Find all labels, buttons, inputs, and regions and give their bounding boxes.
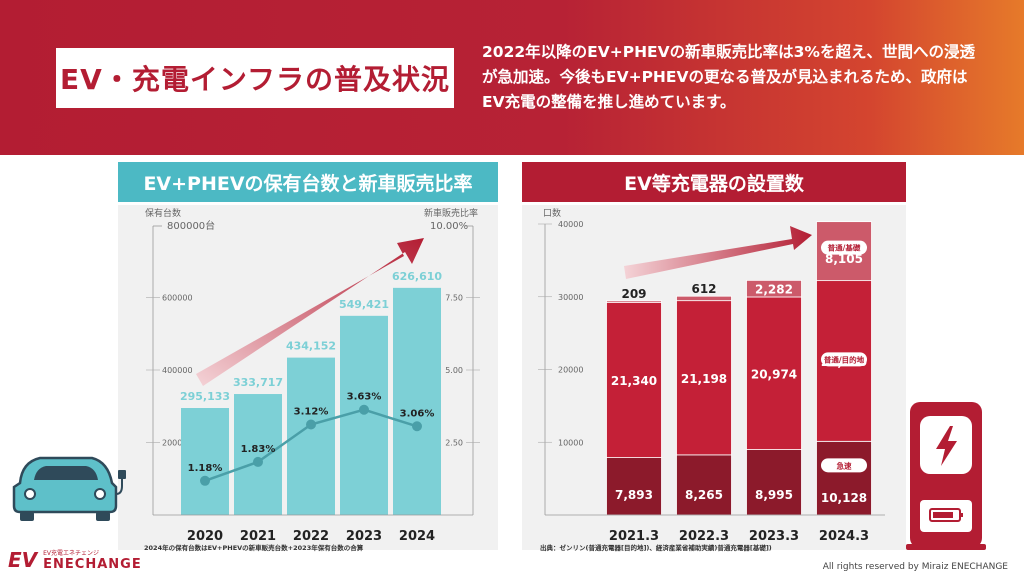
battery-level	[933, 512, 953, 518]
legend-basic-label: 普通/基礎	[828, 243, 861, 253]
share-label: 3.12%	[294, 407, 329, 418]
right-chart-y-tick-label: 30000	[558, 293, 583, 302]
rapid-charger-segment	[676, 454, 732, 516]
logo-mark: EV	[8, 548, 38, 572]
charger-value-label: 209	[621, 287, 646, 301]
charger-value-label: 10,128	[821, 491, 867, 505]
right-chart-y-axis-title: 口数	[543, 207, 561, 219]
left-y-tick-label: 200000	[162, 439, 193, 448]
holdings-bar	[181, 408, 229, 515]
charger-growth-arrow	[624, 226, 812, 279]
left-panel-title: EV+PHEVの保有台数と新車販売比率	[118, 162, 498, 202]
left-y-tick-label: 400000	[162, 366, 193, 375]
right-y-axis-title: 新車販売比率	[424, 207, 478, 219]
header-banner: EV・充電インフラの普及状況 2022年以降のEV+PHEVの新車販売比率は3%…	[0, 0, 1024, 155]
share-label: 3.06%	[400, 408, 435, 419]
car-wheel	[96, 512, 110, 521]
left-x-tick-label: 2020	[187, 529, 223, 544]
lightning-icon	[936, 426, 957, 466]
left-x-tick-label: 2021	[240, 529, 276, 544]
destination-charger-segment	[606, 301, 662, 458]
logo-name: ENECHANGE	[43, 557, 142, 572]
header-description: 2022年以降のEV+PHEVの新車販売比率は3%を超え、世間への浸透が急加速。…	[482, 43, 975, 111]
right-chart-y-tick-label: 40000	[558, 220, 583, 229]
left-y-axis-title: 保有台数	[145, 207, 181, 219]
share-label: 1.18%	[188, 463, 223, 474]
legend-destination-label: 普通/目的地	[824, 354, 865, 364]
right-x-tick-label: 2024.3	[819, 529, 869, 544]
holdings-bar	[234, 394, 282, 515]
logo-kana: EV充電エネチェンジ	[43, 550, 100, 557]
car-cable	[115, 478, 123, 495]
left-y-axis-max-label: 800000台	[167, 219, 215, 232]
battery-tip	[960, 513, 963, 517]
share-point	[412, 421, 422, 432]
left-x-tick-label: 2024	[399, 529, 435, 544]
destination-charger-segment	[746, 296, 802, 450]
basic-charger-segment	[676, 295, 732, 302]
car-headlight	[94, 488, 106, 500]
basic-charger-segment	[746, 279, 802, 298]
charger-value-label: 21,198	[681, 372, 727, 386]
rapid-charger-segment	[606, 457, 662, 516]
right-panel-title: EV等充電器の設置数	[522, 162, 906, 202]
left-x-tick-label: 2022	[293, 529, 329, 544]
right-x-tick-label: 2023.3	[749, 529, 799, 544]
holdings-bar-label: 295,133	[180, 390, 230, 403]
share-point	[306, 419, 316, 430]
title-box: EV・充電インフラの普及状況	[56, 48, 454, 108]
copyright-text: All rights reserved by Miraiz ENECHANGE	[822, 562, 1008, 572]
charger-value-label: 8,995	[755, 488, 793, 502]
holdings-bar-label: 626,610	[392, 270, 442, 283]
left-y-tick-label: 600000	[162, 294, 193, 303]
car-plug	[118, 470, 126, 479]
destination-charger-segment	[676, 300, 732, 456]
left-x-tick-label: 2023	[346, 529, 382, 544]
legend-rapid-label: 急速	[837, 460, 852, 470]
ev-car-icon	[12, 456, 126, 521]
legend-rapid-badge	[821, 458, 867, 473]
right-chart-note: 出典：ゼンリン(普通充電器[目的地])、経済産業省補助実績)普通充電器[基礎])	[540, 544, 772, 552]
share-point	[359, 404, 369, 415]
charger-value-label: 8,105	[825, 252, 863, 266]
car-headlight	[24, 488, 36, 500]
charger-value-label: 2,282	[755, 283, 793, 297]
basic-charger-segment	[606, 300, 662, 303]
holdings-bar-label: 549,421	[339, 298, 389, 311]
charger-station-icon	[906, 402, 986, 550]
share-label: 1.83%	[241, 444, 276, 455]
holdings-bar-label: 434,152	[286, 340, 336, 353]
share-label: 3.63%	[347, 392, 382, 403]
enechange-logo: EV EV充電エネチェンジ ENECHANGE	[8, 548, 142, 572]
right-y-tick-label: 5.00	[445, 366, 463, 375]
legend-basic-badge	[821, 240, 867, 255]
share-point	[253, 456, 263, 467]
right-y-axis-max-label: 10.00%	[430, 221, 468, 232]
growth-arrow	[196, 238, 424, 386]
right-x-tick-label: 2022.3	[679, 529, 729, 544]
left-chart-note: 2024年の保有台数はEV+PHEVの新車販売台数+2023年保有台数の合算	[144, 544, 364, 552]
holdings-bar	[393, 287, 441, 515]
charger-base	[906, 544, 986, 550]
charger-value-label: 7,893	[615, 488, 653, 502]
charger-value-label: 8,265	[685, 488, 723, 502]
holdings-bar-label: 333,717	[233, 376, 283, 389]
rapid-charger-segment	[816, 440, 872, 516]
share-point	[200, 475, 210, 486]
legend-destination-badge	[821, 352, 867, 367]
car-windshield	[34, 466, 98, 480]
car-wheel	[20, 512, 34, 521]
right-chart-y-tick-label: 20000	[558, 366, 583, 375]
charger-value-label: 21,340	[611, 374, 657, 388]
right-y-tick-label: 2.50	[445, 439, 463, 448]
right-chart-y-tick-label: 10000	[558, 438, 583, 447]
charger-value-label: 612	[691, 282, 716, 296]
right-y-tick-label: 7.50	[445, 294, 463, 303]
charger-value-label: 20,974	[751, 367, 797, 381]
right-x-tick-label: 2021.3	[609, 529, 659, 544]
rapid-charger-segment	[746, 449, 802, 516]
page-title: EV・充電インフラの普及状況	[60, 63, 450, 96]
